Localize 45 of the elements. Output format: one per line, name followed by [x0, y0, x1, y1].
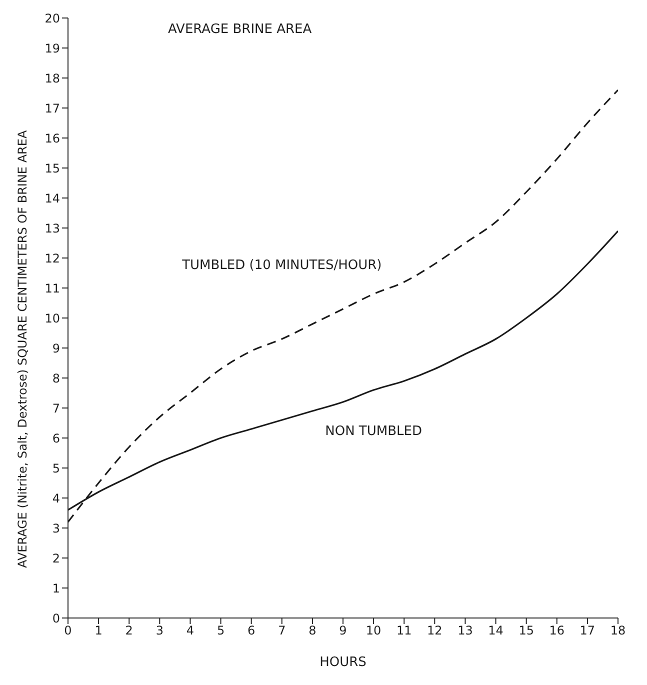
y-tick-label: 0 [52, 611, 60, 626]
y-tick-label: 20 [44, 11, 60, 26]
series-label: TUMBLED (10 MINUTES/HOUR) [181, 258, 382, 273]
x-tick-label: 13 [458, 624, 473, 638]
y-tick-label: 6 [52, 431, 60, 446]
x-tick-label: 6 [248, 624, 256, 638]
y-tick-label: 4 [52, 491, 60, 506]
x-tick-label: 8 [308, 624, 316, 638]
y-tick-label: 3 [52, 521, 60, 536]
y-tick-label: 18 [44, 71, 60, 86]
x-tick-label: 14 [488, 624, 504, 638]
y-tick-label: 14 [44, 191, 60, 206]
x-tick-label: 10 [366, 624, 382, 638]
x-tick-label: 4 [186, 624, 194, 638]
x-tick-label: 1 [94, 624, 102, 638]
y-tick-label: 17 [44, 101, 60, 116]
x-axis-title: HOURS [320, 655, 366, 670]
y-tick-label: 5 [52, 461, 60, 476]
y-tick-label: 15 [44, 161, 60, 176]
x-tick-label: 16 [549, 624, 565, 638]
x-tick-label: 2 [125, 624, 133, 638]
x-tick-label: 0 [64, 624, 72, 638]
y-tick-label: 9 [52, 341, 60, 356]
y-tick-label: 19 [44, 41, 60, 56]
y-tick-label: 16 [44, 131, 60, 146]
y-axis-title: AVERAGE (Nitrite, Salt, Dextrose) SQUARE CENTIMETERS OF BRINE AREA [15, 130, 30, 568]
x-tick-label: 17 [580, 624, 596, 638]
chart-title: AVERAGE BRINE AREA [168, 22, 312, 37]
x-tick-label: 11 [396, 624, 412, 638]
x-tick-label: 7 [278, 624, 286, 638]
x-tick-label: 9 [339, 624, 347, 638]
y-tick-label: 10 [44, 311, 60, 326]
series-label: NON TUMBLED [325, 424, 422, 439]
x-tick-label: 18 [610, 624, 626, 638]
y-tick-label: 1 [52, 581, 60, 596]
x-tick-label: 5 [216, 624, 225, 638]
x-tick-label: 15 [518, 624, 534, 638]
x-tick-label: 12 [427, 624, 442, 638]
y-tick-label: 11 [44, 281, 60, 296]
y-tick-label: 7 [52, 401, 60, 416]
y-tick-label: 8 [52, 371, 60, 386]
y-tick-label: 12 [44, 251, 60, 266]
x-tick-label: 3 [156, 624, 164, 638]
y-tick-label: 13 [44, 221, 60, 236]
y-tick-label: 2 [52, 551, 60, 566]
